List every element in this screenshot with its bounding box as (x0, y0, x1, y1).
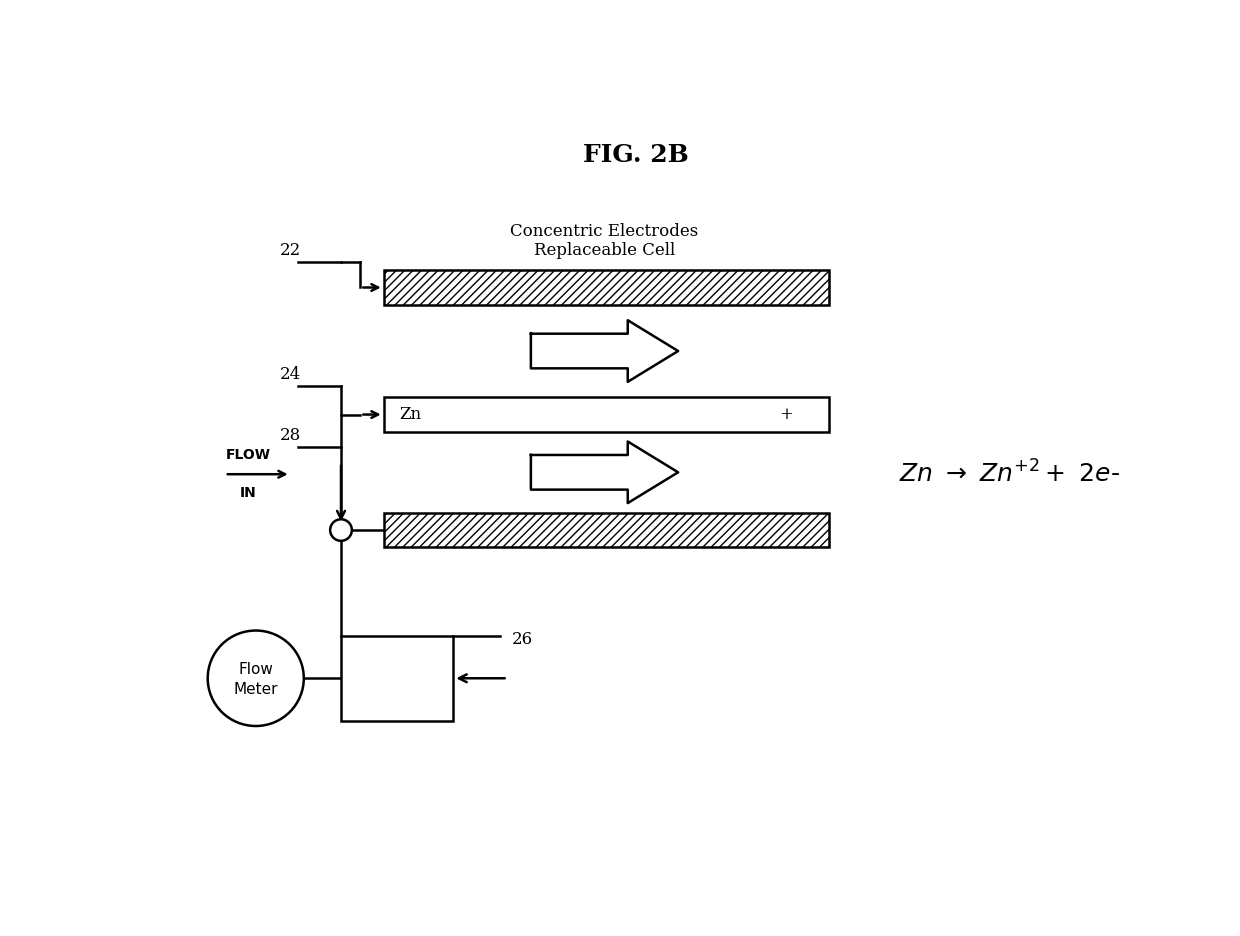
Text: $\mathit{Zn}\ \rightarrow\ \mathit{Zn}^{+2}+\ 2e\text{-}$: $\mathit{Zn}\ \rightarrow\ \mathit{Zn}^{… (899, 461, 1120, 488)
Circle shape (207, 631, 304, 726)
Text: Concentric Electrodes: Concentric Electrodes (511, 223, 698, 241)
Polygon shape (531, 442, 678, 503)
Text: 22: 22 (280, 242, 301, 259)
Text: Zn: Zn (399, 406, 422, 423)
Polygon shape (531, 320, 678, 382)
Text: IN: IN (239, 487, 257, 501)
Text: FIG. 2B: FIG. 2B (583, 142, 688, 167)
Text: Replaceable Cell: Replaceable Cell (534, 242, 675, 259)
Text: Flow: Flow (238, 662, 273, 677)
Text: 26: 26 (511, 631, 533, 649)
Text: +: + (780, 406, 794, 423)
Text: 28: 28 (280, 427, 301, 445)
Bar (383, 271, 830, 305)
Text: FLOW: FLOW (226, 448, 270, 462)
Bar (383, 513, 830, 548)
Text: 24: 24 (280, 366, 301, 383)
Circle shape (330, 519, 352, 541)
Bar (341, 636, 454, 721)
Text: Meter: Meter (233, 681, 278, 696)
Bar (383, 397, 830, 431)
